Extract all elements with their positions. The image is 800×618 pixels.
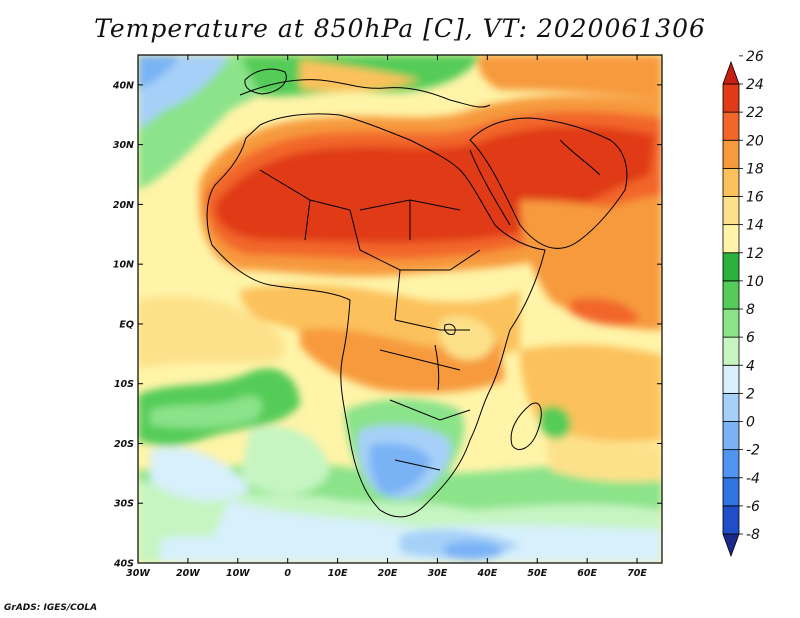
lon-tick-label: 50E [527,568,547,579]
iberia-coastline [244,68,287,95]
lon-tick-label: 10E [328,568,348,579]
lon-tick-label: 10W [226,568,250,579]
field-band [138,296,284,368]
lon-tick-label: 40E [476,568,497,579]
colorbar-bin [722,505,740,535]
colorbar-bin [722,364,740,394]
colorbar-tick-label: 6 [746,330,755,346]
colorbar-tick-label: -2 [746,443,760,459]
colorbar-tick-label: 20 [746,133,764,149]
colorbar-bin [722,392,740,422]
lon-tick-label: 70E [627,568,647,579]
field-band [545,430,662,482]
lat-tick-label: EQ [119,319,134,330]
colorbar-bin [722,533,740,558]
country-borders [259,169,481,471]
field-band [570,298,640,326]
field-band [138,55,180,90]
colorbar-tick-label: 18 [746,161,764,177]
arabia-coastline [469,117,628,249]
colorbar-tick-label: -4 [746,471,760,487]
colorbar-bin [722,421,740,451]
lat-tick-label: 20S [114,439,134,450]
field-band [369,443,432,495]
field-band [240,426,330,494]
lake-tanganyika [434,344,440,391]
map-axes: 30W 20W 10W 0 10E 20E 30E 40E 50E 60E 70E 40N 30N 20N… [112,55,662,579]
field-band [540,406,571,440]
africa-coastline [206,113,546,518]
colorbar-tick-label: 4 [746,358,755,374]
credit-text: GrADS: IGES/COLA [4,603,98,613]
field-band [300,328,505,393]
lat-tick-label: 10S [114,379,134,390]
field-band [160,536,250,563]
colorbar-tick-label: 16 [746,190,764,206]
colorbar-bin [722,139,740,169]
lat-tick-label: 40S [113,559,134,570]
lake-victoria [444,323,456,335]
field-band [300,60,420,92]
colorbar-bin [722,477,740,507]
colorbar-bin [722,336,740,366]
lon-tick-label: 20E [378,568,398,579]
lon-tick-label: 20W [176,568,200,579]
colorbar-bin [722,111,740,141]
colorbar-tick-label: 26 [746,49,764,65]
temperature-field [138,55,662,563]
field-band [478,55,662,100]
colorbar-bin [722,224,740,254]
lat-tick-label: 20N [113,200,134,211]
colorbar-bin [722,167,740,197]
colorbar-bin [722,252,740,282]
colorbar-tick-label: 12 [746,246,764,262]
colorbar-bin [722,308,740,338]
lat-tick-label: 30N [113,140,134,151]
colorbar-tick-label: 14 [746,218,764,234]
colorbar-tick-label: 8 [746,302,755,318]
red-sea [469,149,511,226]
colorbar-bin [722,196,740,226]
lon-tick-label: 30E [428,568,448,579]
colorbar-tick-label: 10 [746,274,764,290]
field-band [520,200,662,330]
colorbar-tick-label: 22 [746,105,764,121]
colorbar-tick-label: 0 [746,415,755,431]
lat-tick-label: 40N [112,80,134,91]
colorbar-tick-label: -8 [746,527,760,543]
lat-tick-label: 10N [113,260,134,271]
europe-coastline [239,79,491,108]
lat-tick-label: 30S [114,499,134,510]
colorbar-tick-label: 2 [746,386,755,402]
colorbar-bin [722,60,740,85]
lon-tick-label: 30W [126,568,150,579]
chart-title: Temperature at 850hPa [C], VT: 202006130… [94,14,706,43]
colorbar-bin [722,449,740,479]
coastline-borders [206,68,628,518]
colorbar-tick-label: 24 [746,77,764,93]
persian-gulf [559,139,601,176]
field-band [150,395,263,429]
field-band [439,316,495,360]
lon-tick-label: 0 [284,568,291,579]
lon-tick-label: 60E [577,568,597,579]
map-frame [137,54,663,564]
madagascar-coastline [510,402,542,450]
field-band [445,540,505,561]
colorbar-bin [722,83,740,113]
colorbar-tick-label: -6 [746,499,760,515]
field-band [150,447,250,501]
colorbar-bin [722,280,740,310]
